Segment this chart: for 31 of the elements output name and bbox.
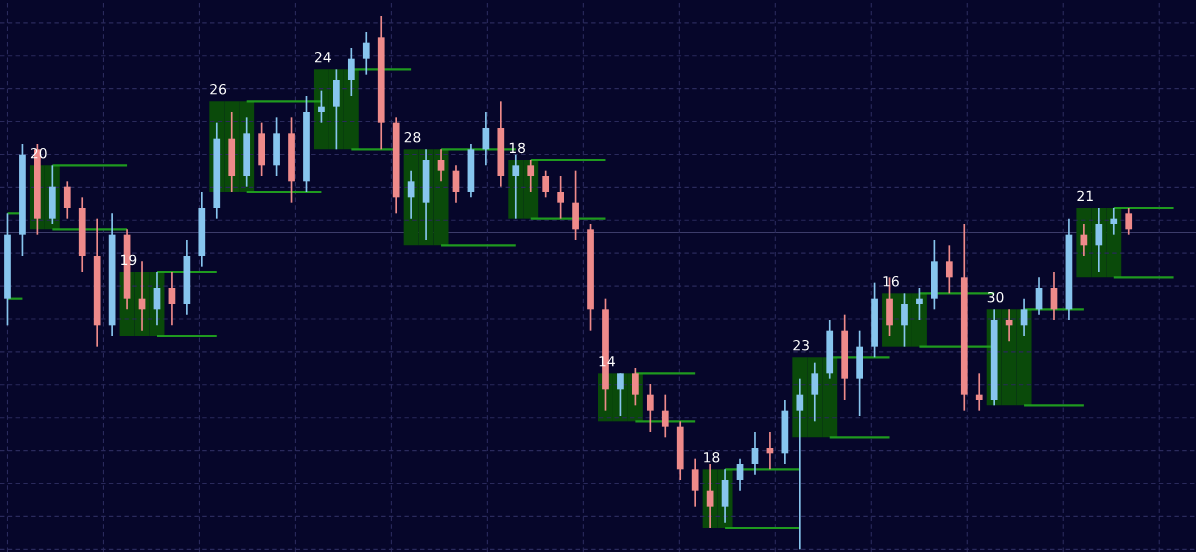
candlestick (646, 383, 654, 433)
candlestick (1095, 207, 1103, 273)
candlestick (557, 175, 564, 220)
candlestick (362, 31, 370, 76)
candlestick (901, 292, 908, 348)
series-label: 24 (314, 51, 331, 63)
candlestick (975, 372, 983, 412)
candlestick (945, 244, 953, 295)
candlestick (1110, 207, 1118, 236)
candlestick (347, 47, 355, 97)
candlestick (542, 169, 550, 199)
candlestick (916, 287, 923, 321)
series-label: 18 (509, 142, 526, 154)
candlestick (661, 393, 669, 439)
series-label: 18 (704, 451, 720, 463)
candlestick (617, 372, 624, 417)
candlestick (632, 367, 639, 407)
candlestick (1125, 207, 1133, 236)
candlestick (527, 159, 535, 193)
candlestick (811, 361, 819, 423)
candlestick (691, 457, 699, 508)
series-label: 28 (404, 131, 421, 143)
candlestick (318, 89, 325, 124)
series-label: 21 (1077, 190, 1093, 201)
series-label: 26 (210, 83, 227, 95)
candlestick (796, 377, 804, 551)
candlestick (512, 153, 520, 220)
candlestick (63, 180, 71, 220)
series-label: 30 (987, 291, 1004, 303)
series-label: 23 (793, 339, 809, 351)
candlestick (437, 148, 445, 183)
